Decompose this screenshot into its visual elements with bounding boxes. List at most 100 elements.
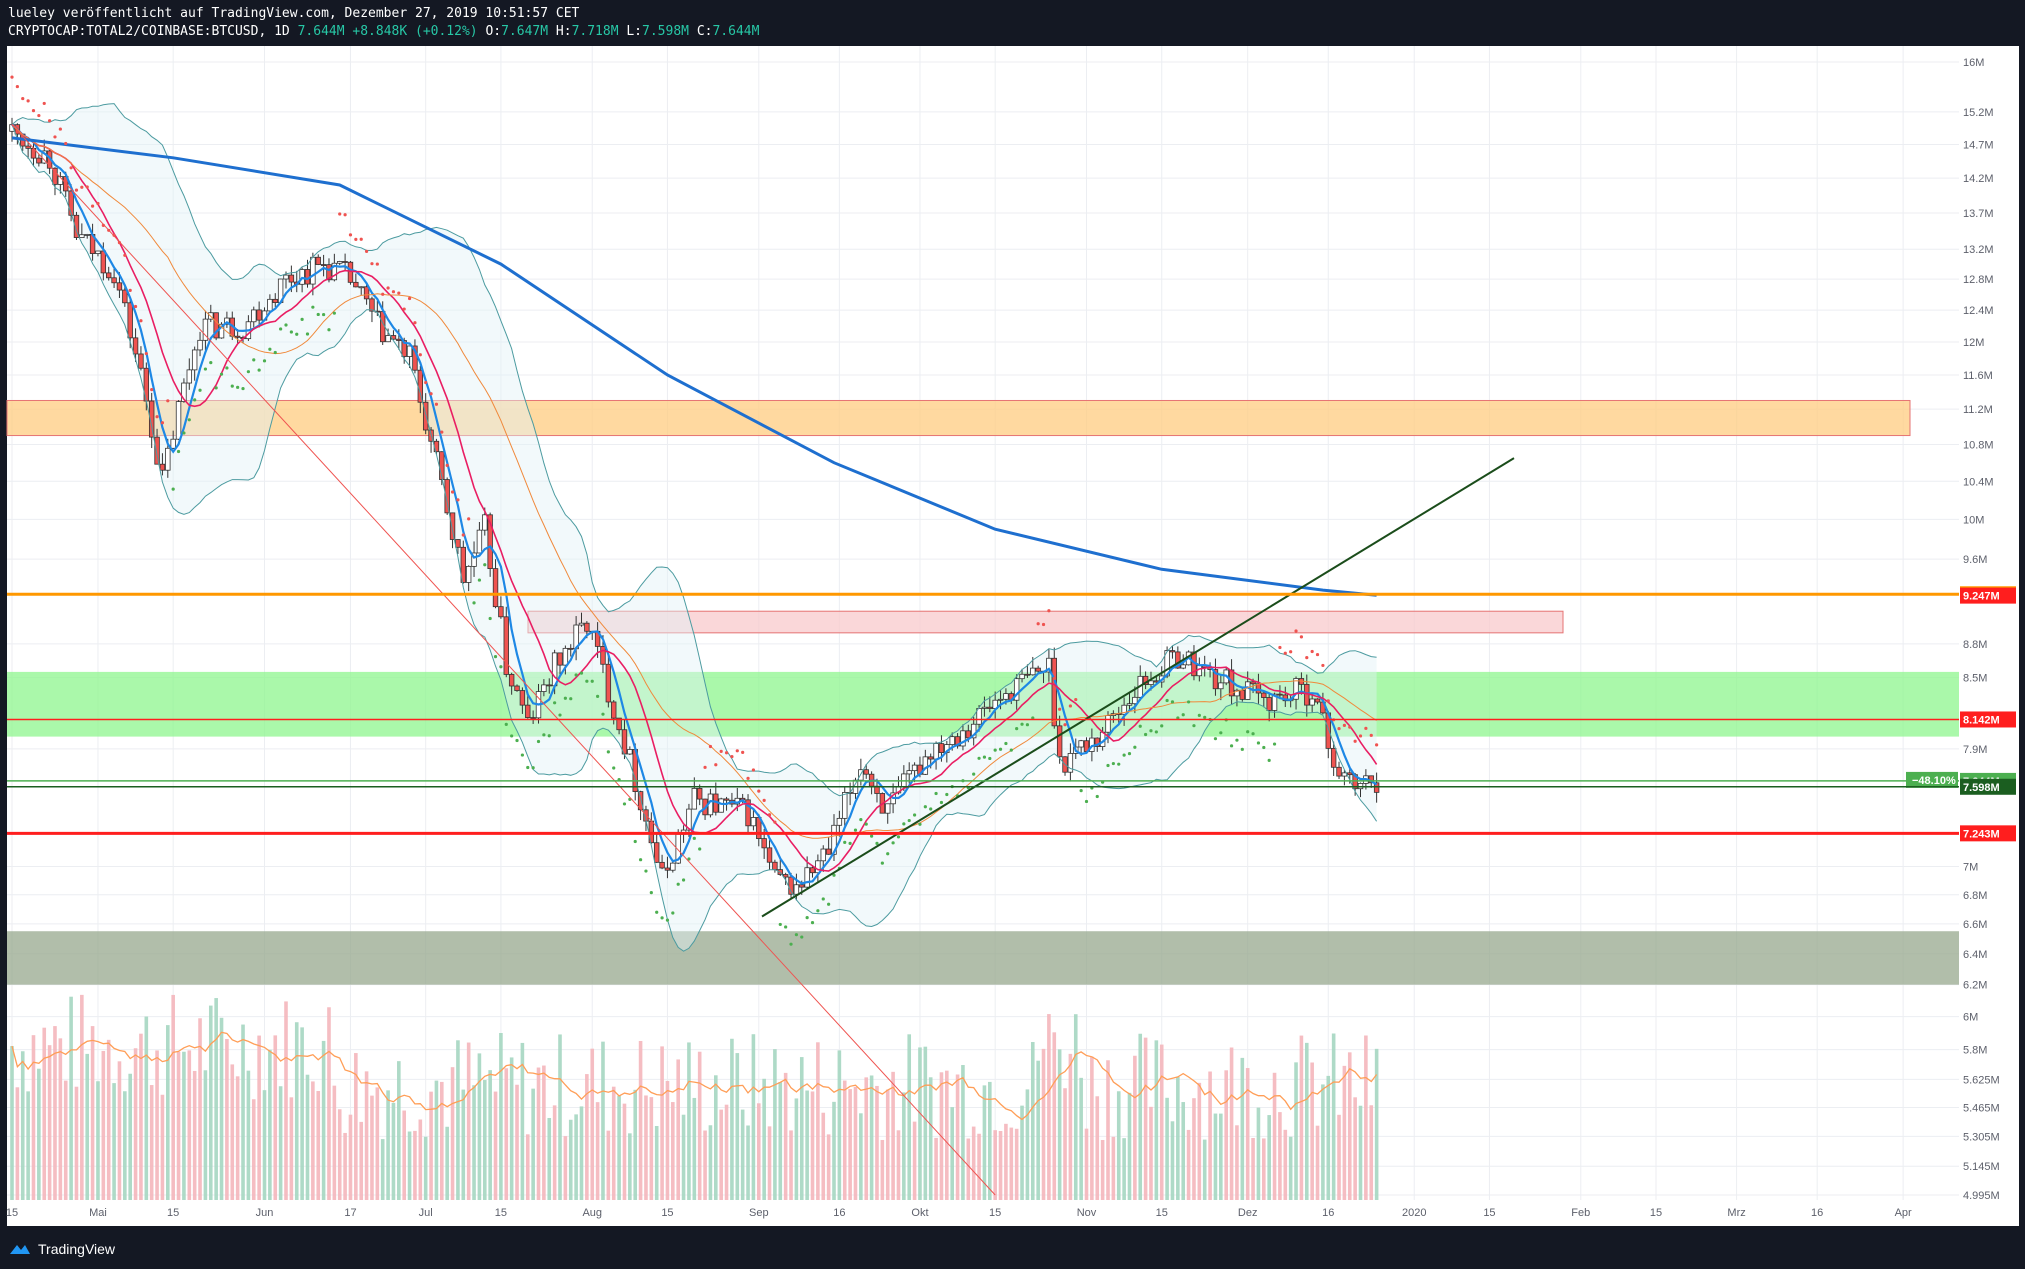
level-tag-bg	[1960, 587, 2016, 604]
open-label: O:	[485, 24, 502, 39]
sar-dot	[203, 367, 208, 371]
volume-bar	[601, 1041, 605, 1200]
candle-body	[637, 791, 644, 811]
volume-bar	[1009, 1127, 1014, 1200]
level-tag-label: 7.243M	[1963, 828, 2000, 840]
volume-bar	[821, 1112, 826, 1200]
candle-body	[347, 261, 354, 283]
sar-dot	[638, 858, 643, 862]
volume-bar	[69, 996, 73, 1200]
candle-body	[138, 353, 144, 369]
sar-dot	[708, 744, 713, 749]
candle-body	[159, 463, 166, 471]
volume-bar	[1122, 1138, 1126, 1200]
candle-body	[482, 514, 488, 531]
time-tick-label: Dez	[1238, 1207, 1258, 1219]
sar-dot	[160, 421, 165, 425]
candle-body	[326, 264, 332, 281]
candle-body	[557, 652, 563, 666]
candle-body	[793, 884, 800, 895]
candle-body	[885, 803, 891, 814]
sar-dot	[397, 291, 401, 295]
sar-dot	[1052, 676, 1056, 680]
price-tick-label: 6.4M	[1963, 949, 1987, 961]
time-tick-label: 17	[344, 1207, 356, 1219]
sar-dot	[1272, 742, 1277, 746]
volume-bar	[955, 1074, 960, 1200]
sar-dot	[1326, 699, 1330, 703]
candle-body	[369, 298, 375, 312]
sar-dot	[246, 370, 250, 374]
sar-dot	[499, 665, 503, 669]
sar-dot	[934, 791, 938, 796]
volume-bar	[1315, 1125, 1320, 1200]
sar-dot	[1213, 737, 1218, 741]
candle-body	[954, 736, 961, 747]
volume-bar	[262, 1090, 267, 1200]
volume-bar	[751, 1034, 756, 1200]
sar-dot	[660, 916, 664, 920]
time-tick-label: 15	[989, 1207, 1001, 1219]
time-axis[interactable]	[7, 1200, 1959, 1226]
candle-body	[1218, 682, 1224, 690]
sar-dot	[214, 386, 218, 390]
volume-bar	[10, 1046, 14, 1200]
volume-bar	[810, 1091, 815, 1200]
price-tick-label: 9.6M	[1963, 554, 1987, 566]
volume-bar	[687, 1042, 691, 1200]
volume-bar	[289, 1097, 294, 1200]
price-axis[interactable]	[1959, 46, 2019, 1226]
volume-bar	[848, 1089, 852, 1200]
bollinger-upper	[11, 103, 1377, 797]
candle-body	[148, 400, 155, 438]
sar-dot	[912, 813, 917, 817]
volume-bar	[746, 1125, 750, 1200]
volume-bar	[273, 1035, 278, 1200]
volume-bar	[166, 1025, 170, 1200]
candle-body	[186, 369, 192, 384]
candle-body	[718, 798, 724, 813]
price-tick-label: 8.8M	[1963, 639, 1987, 651]
volume-bar	[1176, 1076, 1180, 1200]
sar-dot	[1294, 629, 1298, 633]
sar-dot	[1084, 799, 1089, 804]
volume-bar	[466, 1042, 471, 1200]
volume-bar	[1278, 1112, 1282, 1200]
candle-body	[154, 436, 160, 465]
sar-dot	[547, 734, 551, 738]
price-tick-label: 5.8M	[1963, 1045, 1987, 1057]
level-tag-label: 8.142M	[1963, 714, 2000, 726]
level-tag-bg	[1960, 778, 2016, 795]
time-tick-label: Mrz	[1727, 1207, 1745, 1219]
sar-dot	[832, 873, 836, 877]
sar-dot	[590, 679, 594, 683]
sar-dot	[655, 910, 659, 914]
candle-body	[820, 848, 826, 862]
candle-body	[444, 479, 450, 514]
candle-body	[1212, 669, 1219, 690]
volume-bar	[767, 1126, 772, 1200]
candle-body	[256, 309, 262, 321]
sar-dot	[692, 836, 696, 840]
sar-dot	[1358, 734, 1363, 738]
sar-dot	[918, 822, 922, 826]
volume-bar	[96, 1081, 100, 1200]
volume-bar	[1358, 1105, 1363, 1200]
sar-dot	[402, 307, 406, 311]
volume-bar	[402, 1110, 406, 1200]
sar-dot	[1144, 732, 1148, 737]
candle-body	[396, 338, 402, 341]
sar-dot	[418, 353, 422, 357]
volume-bar	[1138, 1033, 1143, 1200]
candle-body	[1078, 740, 1084, 748]
volume-bar	[708, 1125, 713, 1200]
candle-body	[670, 862, 676, 871]
sar-dot	[150, 388, 154, 392]
sar-dot	[193, 398, 197, 402]
time-tick-label: 15	[661, 1207, 673, 1219]
sar-dot	[741, 750, 745, 754]
price-tick-label: 12M	[1963, 337, 1984, 349]
candle-body	[815, 860, 821, 874]
candle-body	[73, 214, 80, 238]
candle-body	[530, 717, 536, 719]
